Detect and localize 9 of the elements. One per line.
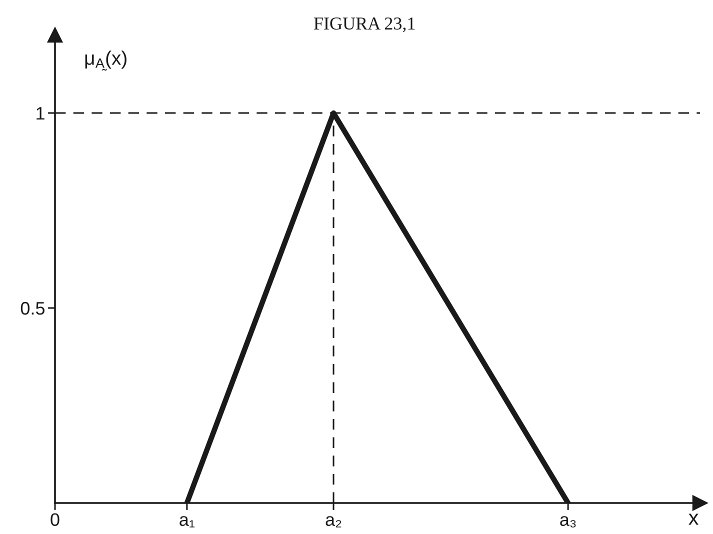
x-tick-label: a₂ <box>326 516 342 528</box>
x-tick-label: 0 <box>50 513 60 526</box>
x-tick-label: a₃ <box>560 516 576 528</box>
chart-title: FIGURA 23,1 <box>314 17 415 32</box>
y-tick-label: 0.5 <box>20 302 45 315</box>
y-axis-title: μ$_{A̰}$(x) <box>85 50 126 71</box>
x-tick-label: a₁ <box>180 516 195 528</box>
x-axis-title: x <box>688 514 699 525</box>
y-tick-label: 1 <box>36 107 44 120</box>
